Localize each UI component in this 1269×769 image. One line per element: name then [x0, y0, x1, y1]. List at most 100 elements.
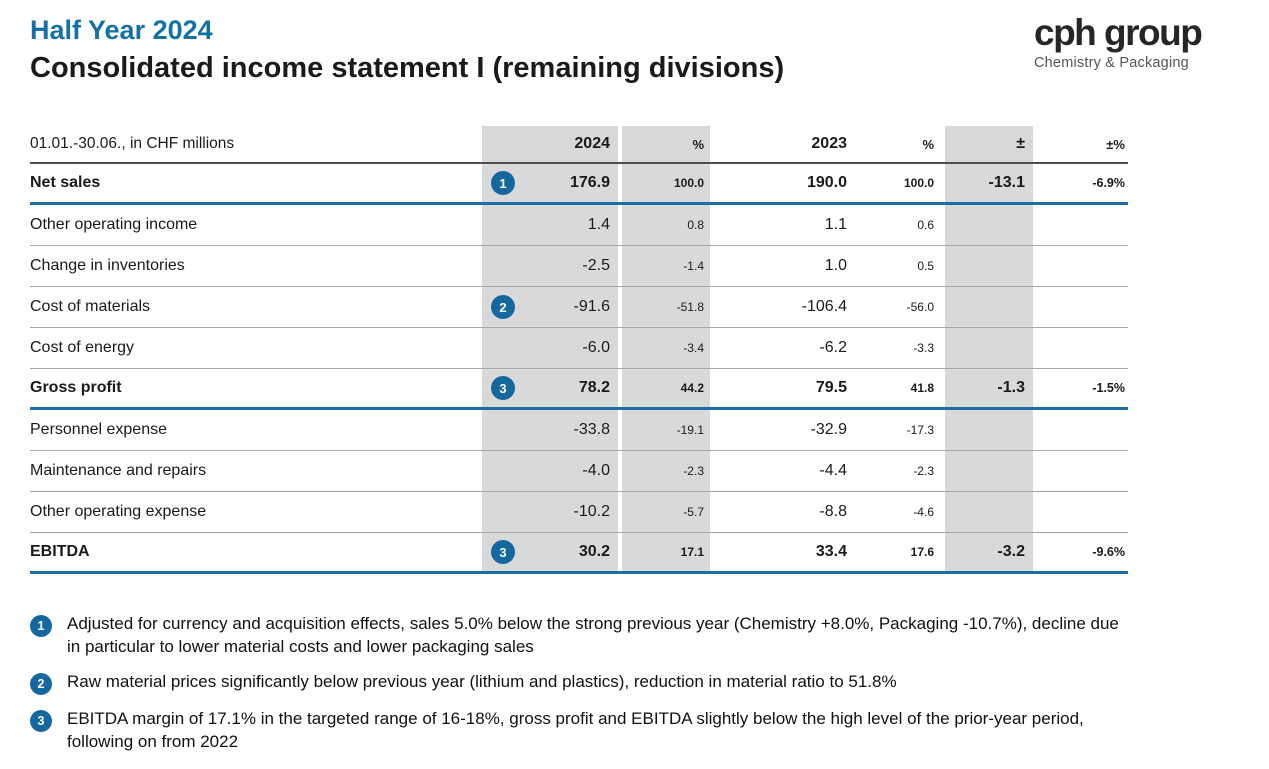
note-3-badge: 3	[491, 376, 515, 400]
cell-pct-2024: 0.8	[622, 205, 710, 245]
cell-delta-pct	[1033, 287, 1128, 327]
value-2024: 78.2	[578, 379, 610, 396]
cell-delta-pct: -9.6%	[1092, 545, 1125, 559]
value-2024: 30.2	[578, 543, 610, 560]
value-2024: 176.9	[569, 174, 610, 191]
note-3-badge: 3	[491, 540, 515, 564]
cell-pct-2023: 0.5	[917, 259, 934, 273]
row-label: Other operating expense	[30, 503, 207, 520]
cell-delta	[945, 492, 1033, 532]
row-label: Cost of materials	[30, 298, 151, 315]
note-2-badge: 2	[30, 673, 52, 696]
cell-delta	[945, 287, 1033, 327]
logo-wordmark: cph group	[1034, 12, 1203, 53]
table-row-ebitda: EBITDA 3 30.2 17.1 33.4 17.6 -3.2 -9.6%	[30, 533, 1128, 574]
footnote-text: Raw material prices significantly below …	[67, 672, 897, 692]
row-label: EBITDA	[30, 543, 90, 560]
row-label: Cost of energy	[30, 339, 135, 356]
footnotes: 1 Adjusted for currency and acquisition …	[30, 613, 1135, 753]
page-title: Consolidated income statement I (remaini…	[30, 51, 785, 84]
cell-2023: 79.5	[815, 379, 847, 396]
cell-delta: -3.2	[945, 533, 1033, 571]
cell-pct-2024: 100.0	[622, 164, 710, 202]
cell-2024: 1.4	[482, 205, 618, 245]
col-header-2024: 2024	[482, 126, 618, 162]
table-row-personnel-expense: Personnel expense -33.8 -19.1 -32.9 -17.…	[30, 410, 1128, 451]
cell-pct-2023: 17.6	[910, 545, 934, 559]
cell-pct-2023: 41.8	[910, 381, 934, 395]
col-header-delta-pct: ±%	[1106, 136, 1125, 152]
row-label: Change in inventories	[30, 257, 185, 274]
cell-delta	[945, 246, 1033, 286]
income-statement-table: 01.01.-30.06., in CHF millions 2024 % 20…	[30, 126, 1128, 574]
slide-header: Half Year 2024 Consolidated income state…	[30, 13, 1230, 86]
col-header-2023: 2023	[811, 135, 847, 152]
cell-2023: 1.0	[824, 257, 847, 274]
slide-subtitle: Half Year 2024	[30, 15, 213, 45]
cell-delta-pct	[1033, 410, 1128, 450]
row-label: Net sales	[30, 174, 101, 191]
cell-pct-2024: -3.4	[622, 328, 710, 368]
row-label: Gross profit	[30, 379, 122, 396]
note-1-badge: 1	[30, 615, 52, 637]
cell-2024: -2.5	[482, 246, 618, 286]
cell-2024: -4.0	[482, 451, 618, 491]
cell-2024: 3 30.2	[482, 533, 618, 571]
cell-pct-2023: -17.3	[906, 423, 934, 437]
cell-2023: -106.4	[801, 298, 847, 315]
footnote-text: Adjusted for currency and acquisition ef…	[67, 614, 1119, 656]
company-logo: cph group Chemistry & Packaging	[1034, 12, 1234, 71]
cell-pct-2023: 100.0	[903, 176, 934, 190]
cell-2024: -10.2	[482, 492, 618, 532]
cell-pct-2024: -5.7	[622, 492, 710, 532]
cell-2023: -6.2	[819, 339, 847, 356]
table-row-cost-of-materials: Cost of materials 2 -91.6 -51.8 -106.4 -5…	[30, 287, 1128, 328]
cell-2023: 33.4	[815, 543, 847, 560]
table-header-row: 01.01.-30.06., in CHF millions 2024 % 20…	[30, 126, 1128, 164]
row-label: Other operating income	[30, 216, 198, 233]
cell-delta-pct	[1033, 451, 1128, 491]
cell-2023: 1.1	[824, 216, 847, 233]
cell-2024: 3 78.2	[482, 369, 618, 407]
logo-tagline: Chemistry & Packaging	[1034, 54, 1189, 71]
cell-delta-pct	[1033, 205, 1128, 245]
cell-pct-2023: -56.0	[906, 300, 934, 314]
table-row-gross-profit: Gross profit 3 78.2 44.2 79.5 41.8 -1.3 -…	[30, 369, 1128, 410]
col-header-pct-2024: %	[622, 126, 710, 162]
footnote-1: 1 Adjusted for currency and acquisition …	[30, 613, 1135, 658]
cell-delta-pct: -6.9%	[1092, 176, 1125, 190]
cell-delta-pct: -1.5%	[1092, 381, 1125, 395]
table-row-change-in-inventories: Change in inventories -2.5 -1.4 1.0 0.5	[30, 246, 1128, 287]
note-2-badge: 2	[491, 295, 515, 319]
table-row-maintenance-and-repairs: Maintenance and repairs -4.0 -2.3 -4.4 -…	[30, 451, 1128, 492]
cell-2023: -8.8	[819, 503, 847, 520]
cell-delta: -1.3	[945, 369, 1033, 407]
cell-delta	[945, 410, 1033, 450]
cell-delta-pct	[1033, 492, 1128, 532]
cell-pct-2024: -51.8	[622, 287, 710, 327]
table-row-other-operating-income: Other operating income 1.4 0.8 1.1 0.6	[30, 205, 1128, 246]
cell-delta	[945, 451, 1033, 491]
cell-pct-2024: -2.3	[622, 451, 710, 491]
cell-delta	[945, 328, 1033, 368]
value-2024: -91.6	[573, 298, 610, 315]
cell-pct-2023: -4.6	[913, 505, 934, 519]
cell-delta	[945, 205, 1033, 245]
cell-2023: -32.9	[810, 421, 847, 438]
footnote-text: EBITDA margin of 17.1% in the targeted r…	[67, 709, 1084, 751]
cell-pct-2023: -3.3	[913, 341, 934, 355]
footnote-2: 2 Raw material prices significantly belo…	[30, 671, 1135, 696]
cell-pct-2023: 0.6	[917, 218, 934, 232]
footnote-3: 3 EBITDA margin of 17.1% in the targeted…	[30, 708, 1135, 753]
table-row-other-operating-expense: Other operating expense -10.2 -5.7 -8.8 …	[30, 492, 1128, 533]
col-header-delta: ±	[945, 126, 1033, 162]
cell-pct-2024: -1.4	[622, 246, 710, 286]
row-label: Maintenance and repairs	[30, 462, 207, 479]
cell-pct-2024: -19.1	[622, 410, 710, 450]
cell-pct-2024: 17.1	[622, 533, 710, 571]
cell-pct-2024: 44.2	[622, 369, 710, 407]
table-row-cost-of-energy: Cost of energy -6.0 -3.4 -6.2 -3.3	[30, 328, 1128, 369]
cell-delta-pct	[1033, 328, 1128, 368]
note-1-badge: 1	[491, 171, 515, 195]
